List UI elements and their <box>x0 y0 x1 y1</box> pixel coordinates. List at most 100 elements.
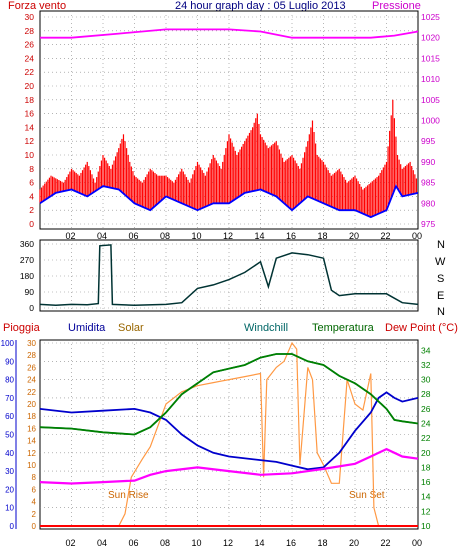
chart-title: 24 hour graph day : 05 Luglio 2013 <box>175 0 346 12</box>
humidity-y-tick-label: 90 <box>5 357 14 366</box>
direction-y-tick-label: 90 <box>25 287 35 297</box>
pressure-y-tick-label: 1000 <box>421 116 440 126</box>
dir-label-e: E <box>437 290 444 302</box>
solar-y-tick-label: 16 <box>27 424 36 433</box>
direction-y-tick-label: 270 <box>20 255 34 265</box>
humidity-y-tick-label: 40 <box>5 449 14 458</box>
humidity-y-tick-label: 20 <box>5 485 14 494</box>
pressure-y-tick-label: 990 <box>421 157 435 167</box>
x-tick-label: 02 <box>66 538 76 548</box>
direction-y-tick-label: 180 <box>20 271 34 281</box>
wind-y-tick-label: 26 <box>25 40 35 50</box>
x-tick-label: 16 <box>286 231 296 241</box>
pressure-y-tick-label: 980 <box>421 198 435 208</box>
temperature-y-tick-label: 34 <box>421 345 431 355</box>
x-tick-label: 16 <box>286 538 296 548</box>
direction-y-tick-label: 0 <box>29 303 34 313</box>
temperature-y-tick-label: 18 <box>421 462 431 472</box>
pressure-y-tick-label: 1020 <box>421 33 440 43</box>
temperature-y-tick-label: 16 <box>421 477 431 487</box>
humidity-y-tick-label: 0 <box>10 522 15 531</box>
solar-y-tick-label: 26 <box>27 363 36 372</box>
x-tick-label: 12 <box>223 538 233 548</box>
humidity-y-tick-label: 60 <box>5 412 14 421</box>
pressure-y-tick-label: 995 <box>421 136 435 146</box>
x-tick-label: 18 <box>318 538 328 548</box>
temperature-y-tick-label: 30 <box>421 375 431 385</box>
solar-line <box>40 341 418 527</box>
wind-y-tick-label: 0 <box>29 219 34 229</box>
x-tick-label: 02 <box>66 231 76 241</box>
solar-y-tick-label: 4 <box>32 498 37 507</box>
x-tick-label: 08 <box>160 538 170 548</box>
solar-y-tick-label: 8 <box>32 473 37 482</box>
temperature-y-tick-label: 24 <box>421 419 431 429</box>
pressure-label: Pressione <box>372 0 421 12</box>
temperature-y-tick-label: 32 <box>421 360 431 370</box>
solar-y-tick-label: 30 <box>27 339 36 348</box>
wind-average-line <box>39 184 419 219</box>
sunset-annotation: Sun Set <box>349 490 385 501</box>
x-tick-label: 00 <box>412 538 422 548</box>
wind-speed-label: Forza vento <box>8 0 66 12</box>
legend-humidity: Umidita <box>68 322 106 334</box>
dir-label-n-bottom: N <box>437 306 445 318</box>
temperature-y-tick-label: 20 <box>421 448 431 458</box>
legend-solar: Solar <box>118 322 144 334</box>
humidity-y-tick-label: 50 <box>5 431 14 440</box>
solar-y-tick-label: 2 <box>32 510 37 519</box>
wind-y-tick-label: 4 <box>29 191 34 201</box>
x-tick-label: 18 <box>318 231 328 241</box>
wind-y-tick-label: 6 <box>29 178 34 188</box>
temperature-y-tick-label: 10 <box>421 521 431 531</box>
solar-y-tick-label: 20 <box>27 400 36 409</box>
wind-direction-line <box>39 244 419 307</box>
wind-y-tick-label: 8 <box>29 164 34 174</box>
pressure-y-tick-label: 975 <box>421 219 435 229</box>
pressure-y-tick-label: 1005 <box>421 95 440 105</box>
wind-y-tick-label: 28 <box>25 26 35 36</box>
pressure-y-tick-label: 985 <box>421 178 435 188</box>
x-tick-label: 00 <box>412 231 422 241</box>
x-tick-label: 04 <box>97 538 107 548</box>
x-tick-label: 22 <box>381 231 391 241</box>
humidity-y-tick-label: 30 <box>5 467 14 476</box>
x-tick-label: 06 <box>129 538 139 548</box>
solar-y-tick-label: 12 <box>27 449 36 458</box>
solar-y-tick-label: 22 <box>27 388 36 397</box>
solar-y-tick-label: 0 <box>32 522 37 531</box>
temperature-y-tick-label: 26 <box>421 404 431 414</box>
x-tick-label: 14 <box>255 538 265 548</box>
humidity-line <box>39 391 419 471</box>
wind-y-tick-label: 10 <box>25 150 35 160</box>
pressure-y-tick-label: 1015 <box>421 53 440 63</box>
wind-y-tick-label: 16 <box>25 109 35 119</box>
dir-label-w: W <box>435 256 446 268</box>
dir-label-n-top: N <box>437 239 445 251</box>
dir-label-s: S <box>437 273 444 285</box>
x-tick-label: 04 <box>97 231 107 241</box>
legend-rain: Pioggia <box>3 322 41 334</box>
x-tick-label: 06 <box>129 231 139 241</box>
temperature-line <box>39 353 419 436</box>
wind-y-tick-label: 14 <box>25 122 35 132</box>
x-tick-label: 12 <box>223 231 233 241</box>
direction-y-tick-label: 360 <box>20 239 34 249</box>
x-tick-label: 08 <box>160 231 170 241</box>
solar-y-tick-label: 28 <box>27 351 36 360</box>
temperature-y-tick-label: 22 <box>421 433 431 443</box>
wind-y-tick-label: 18 <box>25 95 35 105</box>
x-tick-label: 22 <box>381 538 391 548</box>
x-tick-label: 10 <box>192 538 202 548</box>
pressure-line <box>40 28 419 39</box>
wind-y-tick-label: 2 <box>29 205 34 215</box>
chart-marks: 0246810121416182022242628309759809859909… <box>1 11 440 548</box>
wind-y-tick-label: 30 <box>25 12 35 22</box>
wind-y-tick-label: 20 <box>25 81 35 91</box>
humidity-y-tick-label: 80 <box>5 376 14 385</box>
wind-y-tick-label: 24 <box>25 53 35 63</box>
pressure-y-tick-label: 1025 <box>421 12 440 22</box>
temperature-y-tick-label: 14 <box>421 492 431 502</box>
